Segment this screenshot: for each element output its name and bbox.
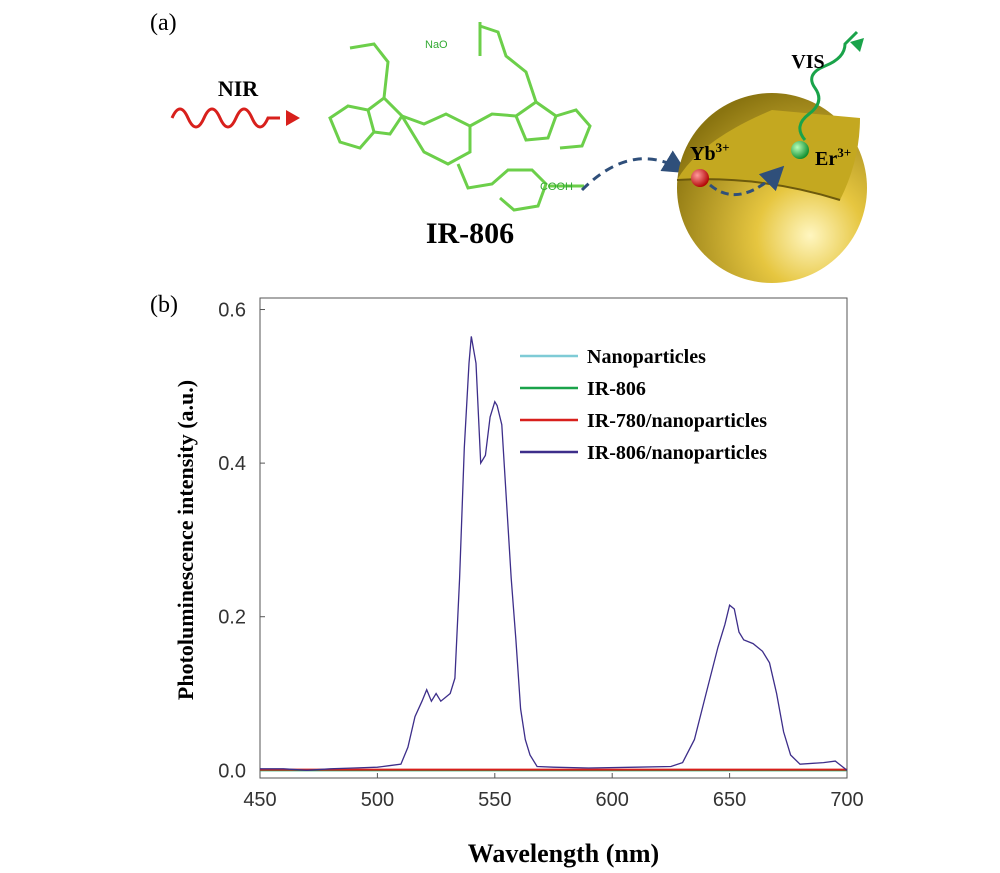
- er-ion: [791, 141, 809, 159]
- nir-label: NIR: [218, 76, 259, 101]
- vis-label: VIS: [791, 51, 824, 73]
- er-charge: 3+: [837, 145, 851, 160]
- nir-arrowhead: [286, 110, 300, 126]
- legend-label: Nanoparticles: [587, 346, 706, 368]
- x-tick-label: 550: [478, 789, 511, 811]
- salt-group: NaO: [425, 39, 448, 51]
- x-tick-label: 650: [713, 789, 746, 811]
- x-tick-label: 450: [243, 789, 276, 811]
- nir-wave: [170, 107, 280, 129]
- er-symbol: Er: [815, 148, 837, 170]
- yb-charge: 3+: [716, 140, 730, 155]
- molecule: [328, 22, 592, 212]
- transfer-arrow-inner: [709, 165, 785, 197]
- x-tick-label: 600: [596, 789, 629, 811]
- er-label: Er3+: [815, 145, 851, 170]
- y-tick-label: 0.0: [218, 760, 246, 782]
- legend-label: IR-806: [587, 378, 646, 400]
- yb-ion: [691, 169, 709, 187]
- cut-face: [677, 110, 860, 200]
- yb-symbol: Yb: [690, 143, 716, 165]
- y-axis-label: Photoluminescence intensity (a.u.): [173, 380, 198, 700]
- vis-wave: [798, 30, 859, 141]
- vis-arrowhead: [850, 38, 864, 52]
- acid-group: COOH: [540, 181, 573, 193]
- y-tick-label: 0.4: [218, 453, 246, 475]
- plot-frame: [259, 297, 848, 779]
- y-tick-label: 0.6: [218, 300, 246, 322]
- x-axis-label: Wavelength (nm): [468, 839, 659, 868]
- panel-label: (a): [150, 10, 177, 36]
- y-tick-label: 0.2: [218, 607, 246, 629]
- yb-label: Yb3+: [690, 140, 730, 165]
- molecule-label: IR-806: [426, 217, 514, 250]
- legend-label: IR-780/nanoparticles: [587, 410, 767, 432]
- legend-label: IR-806/nanoparticles: [587, 442, 767, 464]
- panel-label: (b): [150, 292, 178, 318]
- x-tick-label: 500: [361, 789, 394, 811]
- transfer-arrow: [580, 150, 688, 192]
- x-tick-label: 700: [830, 789, 863, 811]
- series-line: [260, 336, 848, 771]
